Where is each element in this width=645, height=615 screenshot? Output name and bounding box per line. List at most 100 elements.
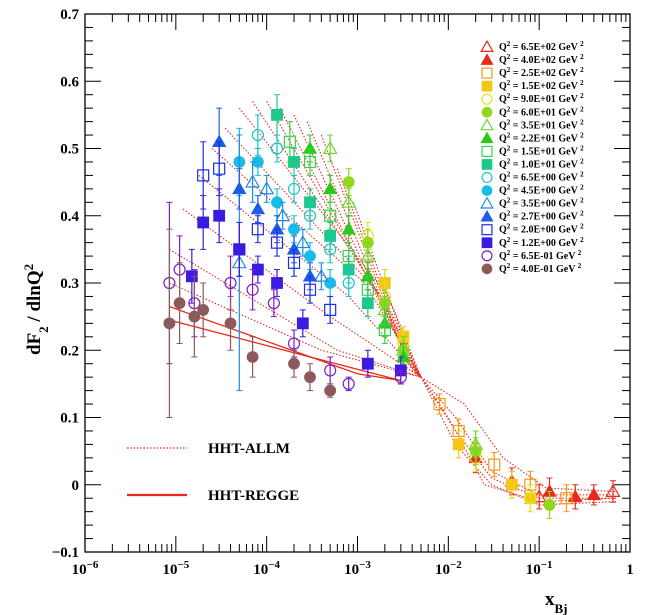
allm-curve	[169, 282, 422, 378]
data-point	[342, 276, 355, 290]
y-tick-label: 0.1	[60, 411, 79, 427]
data-point	[173, 297, 186, 310]
data-point	[360, 248, 376, 262]
x-tick-label-base: 10	[344, 562, 359, 578]
x-tick-label: 10−5	[162, 559, 189, 578]
allm-curve	[238, 107, 422, 378]
legend-label: Q2 = 6.5E+00 GeV 2	[499, 171, 584, 184]
legend-entry: Q2 = 2.0E+00 GeV 2	[481, 223, 584, 236]
axes: 10−6 10−5 10−4 10−3 10−2 10−1 1−0.100.10.20.30…	[21, 7, 634, 615]
data-point	[586, 487, 602, 501]
y-tick-label: 0.5	[60, 142, 79, 158]
data-point	[303, 155, 317, 169]
data-points	[163, 94, 621, 519]
x-tick-label: 10−2	[435, 559, 462, 578]
legend-entry: Q2 = 6.5E-01 GeV 2	[481, 249, 582, 262]
x-axis-title: xBj	[545, 589, 568, 615]
legend-marker	[480, 196, 494, 209]
data-point	[361, 297, 374, 310]
data-point	[433, 397, 446, 411]
y-tick-label: 0	[72, 478, 80, 494]
legend-marker	[481, 106, 493, 118]
legend-marker	[480, 53, 494, 65]
data-point	[270, 236, 284, 249]
y-axis-title: dF2 / dlnQ2	[21, 264, 51, 355]
data-point	[288, 156, 300, 168]
legend-entry: Q2 = 1.0E+01 GeV 2	[481, 157, 584, 170]
data-point	[505, 478, 518, 491]
series-11	[233, 127, 337, 297]
data-point	[324, 243, 337, 256]
legend-label: Q2 = 6.0E+01 GeV 2	[499, 105, 584, 118]
legend-label: Q2 = 4.5E+00 GeV 2	[499, 184, 584, 197]
data-point	[341, 194, 357, 208]
legend-label: Q2 = 1.2E+00 GeV 2	[499, 236, 584, 249]
x-axis-title-main: x	[545, 589, 555, 610]
allm-curve	[352, 202, 422, 378]
data-point	[324, 303, 337, 316]
data-point	[197, 169, 210, 182]
legend-marker	[481, 263, 493, 275]
x-tick-label-base: 10	[253, 562, 268, 578]
legend-marker	[480, 131, 494, 144]
data-point	[251, 128, 264, 142]
data-point	[213, 209, 226, 222]
legend-label: Q2 = 2.7E+00 GeV 2	[499, 210, 584, 223]
model-legend-label-allm: HHT-ALLM	[208, 441, 290, 457]
data-point	[341, 221, 356, 235]
x-tick-label-exponent: −2	[450, 559, 462, 571]
data-point	[288, 357, 300, 370]
legend-entry: Q2 = 2.5E+02 GeV 2	[481, 66, 584, 79]
data-point	[524, 492, 537, 505]
legend-entry: Q2 = 1.2E+00 GeV 2	[481, 236, 584, 249]
data-point	[163, 317, 176, 330]
series-10	[251, 114, 355, 297]
y-tick-label: 0.7	[60, 7, 79, 23]
legend-marker	[481, 93, 493, 105]
model-legend: HHT-ALLM HHT-REGGE	[127, 441, 299, 504]
legend-entry: Q2 = 1.5E+02 GeV 2	[481, 79, 584, 92]
data-point	[605, 483, 621, 497]
data-point	[287, 256, 301, 269]
data-point	[271, 108, 283, 121]
legend-marker	[481, 171, 493, 184]
x-tick-label-base: 1	[626, 562, 634, 578]
series-17	[163, 228, 337, 418]
legend-marker	[480, 209, 494, 222]
series-3	[378, 269, 537, 513]
data-point	[568, 489, 583, 503]
data-point	[197, 303, 210, 316]
series-7	[302, 134, 411, 371]
data-point	[224, 317, 237, 330]
legend-entry: Q2 = 1.5E+01 GeV 2	[481, 144, 584, 157]
data-point	[378, 323, 391, 337]
regge-curve	[169, 319, 401, 382]
data-point	[283, 135, 296, 148]
data-point	[296, 317, 309, 330]
allm-curve	[224, 127, 422, 378]
x-tick-label-exponent: −5	[177, 559, 189, 571]
x-tick-label-base: 10	[526, 562, 541, 578]
allm-curve	[336, 168, 422, 378]
data-point	[342, 176, 355, 189]
data-point	[188, 310, 201, 323]
data-point	[270, 142, 284, 155]
data-point	[246, 351, 259, 363]
legend-marker	[480, 118, 494, 131]
legend-label: Q2 = 9.0E+01 GeV 2	[499, 92, 584, 105]
data-point	[452, 438, 465, 451]
data-point	[488, 458, 501, 471]
allm-curve	[420, 376, 616, 493]
legend-marker	[481, 159, 493, 170]
legend: Q2 = 6.5E+02 GeV 2Q2 = 4.0E+02 GeV 2Q2 =…	[480, 39, 584, 275]
legend-entry: Q2 = 6.0E+01 GeV 2	[481, 105, 584, 118]
allm-curve	[420, 376, 616, 499]
data-point	[224, 276, 237, 290]
legend-marker	[481, 145, 493, 157]
x-tick-label: 1	[626, 562, 634, 578]
legend-label: Q2 = 4.0E-01 GeV 2	[499, 262, 582, 275]
y-tick-label: 0.6	[60, 74, 79, 90]
legend-marker	[481, 185, 493, 196]
legend-marker	[481, 250, 493, 262]
data-point	[396, 349, 411, 363]
